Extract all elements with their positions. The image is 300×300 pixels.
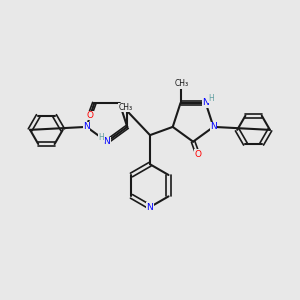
Text: CH₃: CH₃ bbox=[119, 103, 133, 112]
Text: O: O bbox=[86, 111, 93, 120]
Text: N: N bbox=[83, 122, 90, 131]
Text: N: N bbox=[103, 137, 110, 146]
Text: O: O bbox=[194, 150, 201, 159]
Text: N: N bbox=[210, 122, 217, 131]
Text: H: H bbox=[99, 133, 104, 142]
Text: N: N bbox=[202, 98, 209, 107]
Text: CH₃: CH₃ bbox=[175, 79, 189, 88]
Text: N: N bbox=[147, 202, 153, 211]
Text: H: H bbox=[208, 94, 214, 103]
